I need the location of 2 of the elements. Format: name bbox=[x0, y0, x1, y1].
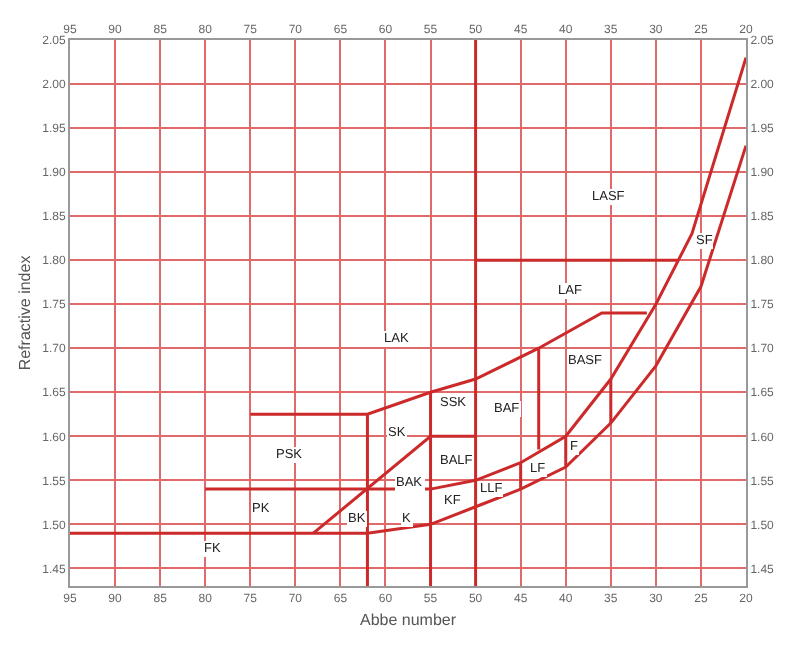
y-axis-title: Refractive index bbox=[15, 255, 34, 371]
x-axis-title: Abbe number bbox=[359, 610, 457, 629]
